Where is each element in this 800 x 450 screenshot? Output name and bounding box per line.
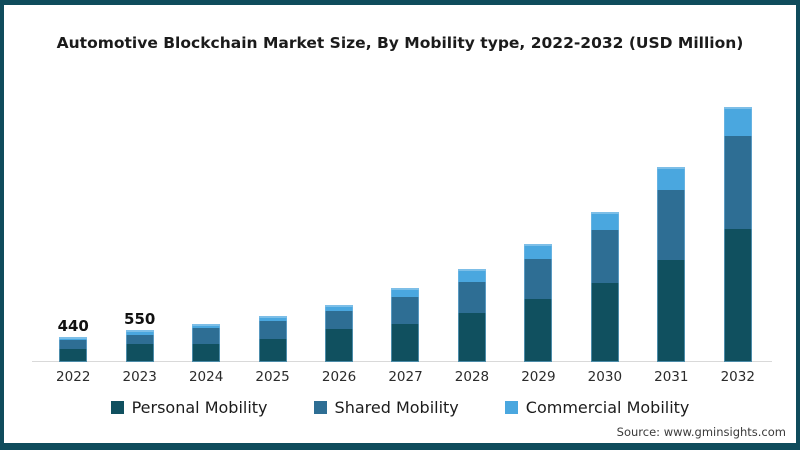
bar-segment-personal-mobility-2022 — [59, 349, 88, 362]
bar-segment-shared-mobility-2028 — [457, 281, 486, 314]
legend-swatch-commercial-mobility — [504, 401, 518, 414]
legend-swatch-shared-mobility — [313, 401, 327, 414]
x-tick-label-2025: 2025 — [255, 369, 290, 385]
bar-column-2027 — [372, 92, 438, 362]
x-tick-label-2027: 2027 — [388, 369, 423, 385]
bar-segment-shared-mobility-2031 — [657, 190, 686, 261]
bar-segment-shared-mobility-2026 — [325, 310, 354, 329]
legend-swatch-personal-mobility — [110, 401, 124, 414]
bar-2030 — [590, 211, 619, 362]
bar-column-2032 — [705, 92, 771, 362]
bar-area-2023: 550 — [124, 92, 155, 362]
bar-column-2031 — [638, 92, 704, 362]
bar-2031 — [657, 166, 686, 362]
legend: Personal Mobility Shared Mobility Commerci… — [4, 398, 796, 417]
bar-value-label-2022: 440 — [57, 316, 89, 335]
x-tick-label-2024: 2024 — [188, 369, 224, 385]
bar-segment-shared-mobility-2030 — [590, 229, 619, 283]
bar-segment-shared-mobility-2025 — [258, 321, 287, 339]
bar-segment-personal-mobility-2031 — [657, 260, 686, 362]
bar-2025 — [258, 316, 287, 362]
x-tick-label-2030: 2030 — [587, 369, 623, 385]
x-axis-labels: 2022 2023 2024 2025 2026 2027 2028 2029 2030 2031… — [40, 369, 771, 385]
bar-2027 — [391, 288, 420, 362]
bar-segment-personal-mobility-2027 — [391, 323, 420, 362]
x-tick-label-2031: 2031 — [654, 369, 689, 385]
bar-column-2025 — [239, 92, 305, 362]
x-tick-label-2026: 2026 — [321, 369, 357, 385]
bar-value-label-2023: 550 — [124, 310, 156, 329]
bar-segment-personal-mobility-2029 — [524, 298, 553, 362]
bar-2024 — [192, 323, 221, 362]
bar-area-2025 — [258, 92, 287, 362]
bar-column-2030 — [572, 92, 638, 362]
bar-segment-commercial-mobility-2023 — [125, 330, 154, 335]
x-tick-label-2028: 2028 — [454, 369, 490, 385]
bar-segment-shared-mobility-2029 — [524, 258, 553, 299]
bar-segment-personal-mobility-2028 — [457, 313, 486, 362]
bar-segment-commercial-mobility-2027 — [391, 288, 420, 298]
bar-segment-commercial-mobility-2032 — [723, 107, 752, 137]
bar-column-2028 — [439, 92, 505, 362]
bar-segment-personal-mobility-2024 — [192, 343, 221, 362]
bar-2028 — [457, 269, 486, 362]
source-note: Source: www.gminsights.com — [616, 425, 786, 439]
bar-area-2032 — [723, 92, 752, 362]
bar-segment-personal-mobility-2025 — [258, 338, 287, 362]
bar-segment-commercial-mobility-2022 — [59, 336, 88, 341]
bar-area-2026 — [325, 92, 354, 362]
legend-label-personal-mobility: Personal Mobility — [131, 398, 268, 417]
bar-area-2027 — [391, 92, 420, 362]
bar-segment-commercial-mobility-2024 — [192, 323, 221, 329]
bar-segment-shared-mobility-2024 — [192, 328, 221, 344]
bar-area-2030 — [590, 92, 619, 362]
bar-2026 — [325, 304, 354, 362]
legend-item-personal-mobility: Personal Mobility — [110, 398, 268, 417]
bars: 440 550 — [40, 92, 771, 362]
bar-2029 — [524, 243, 553, 362]
bar-segment-commercial-mobility-2030 — [590, 211, 619, 230]
bar-area-2029 — [524, 92, 553, 362]
bar-segment-commercial-mobility-2025 — [258, 316, 287, 322]
x-tick-label-2023: 2023 — [122, 369, 157, 385]
bar-segment-personal-mobility-2032 — [723, 228, 752, 362]
legend-label-shared-mobility: Shared Mobility — [334, 398, 459, 417]
bar-segment-personal-mobility-2023 — [125, 344, 154, 362]
legend-item-shared-mobility: Shared Mobility — [313, 398, 459, 417]
bar-segment-commercial-mobility-2031 — [657, 166, 686, 191]
bar-column-2022: 440 — [40, 92, 106, 362]
bar-segment-personal-mobility-2030 — [590, 282, 619, 362]
bar-2022 — [59, 336, 88, 362]
bar-area-2028 — [457, 92, 486, 362]
bar-2032 — [723, 107, 752, 362]
bar-area-2022: 440 — [58, 92, 89, 362]
bar-segment-shared-mobility-2027 — [391, 297, 420, 324]
bar-area-2031 — [657, 92, 686, 362]
legend-label-commercial-mobility: Commercial Mobility — [525, 398, 690, 417]
x-tick-label-2032: 2032 — [720, 369, 755, 385]
bar-area-2024 — [192, 92, 221, 362]
bar-segment-commercial-mobility-2026 — [325, 304, 354, 311]
bar-segment-commercial-mobility-2028 — [457, 269, 486, 282]
chart-title: Automotive Blockchain Market Size, By Mo… — [56, 34, 744, 52]
x-tick-label-2022: 2022 — [56, 369, 91, 385]
x-tick-label-2029: 2029 — [521, 369, 556, 385]
bar-column-2029 — [505, 92, 571, 362]
bar-column-2024 — [173, 92, 239, 362]
bar-segment-shared-mobility-2023 — [125, 334, 154, 345]
legend-item-commercial-mobility: Commercial Mobility — [504, 398, 690, 417]
bar-column-2023: 550 — [106, 92, 172, 362]
bar-2023 — [125, 330, 154, 362]
bar-segment-commercial-mobility-2029 — [524, 243, 553, 259]
bar-segment-personal-mobility-2026 — [325, 329, 354, 362]
bar-segment-shared-mobility-2022 — [59, 340, 88, 350]
bar-segment-shared-mobility-2032 — [723, 136, 752, 229]
bar-column-2026 — [306, 92, 372, 362]
